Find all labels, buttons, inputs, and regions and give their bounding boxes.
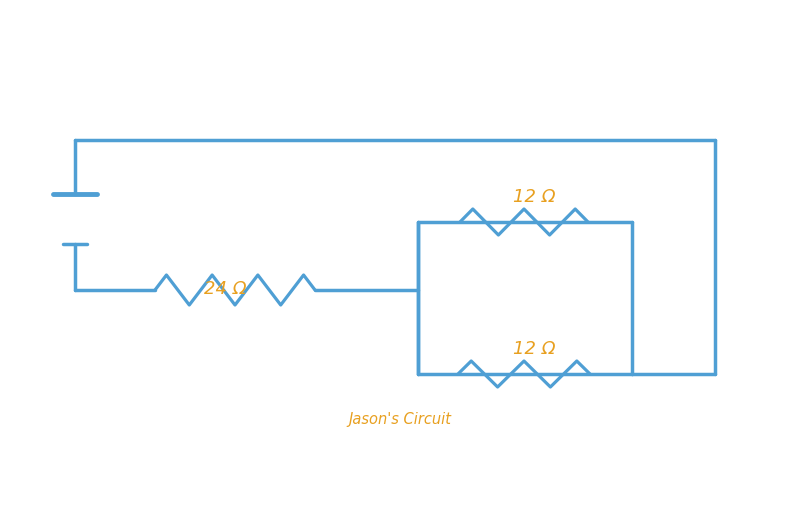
Text: 12 Ω: 12 Ω — [513, 188, 555, 206]
Text: 12 Ω: 12 Ω — [513, 340, 555, 358]
Text: Jason's Circuit: Jason's Circuit — [349, 412, 451, 427]
Text: 24 Ω: 24 Ω — [204, 280, 246, 298]
